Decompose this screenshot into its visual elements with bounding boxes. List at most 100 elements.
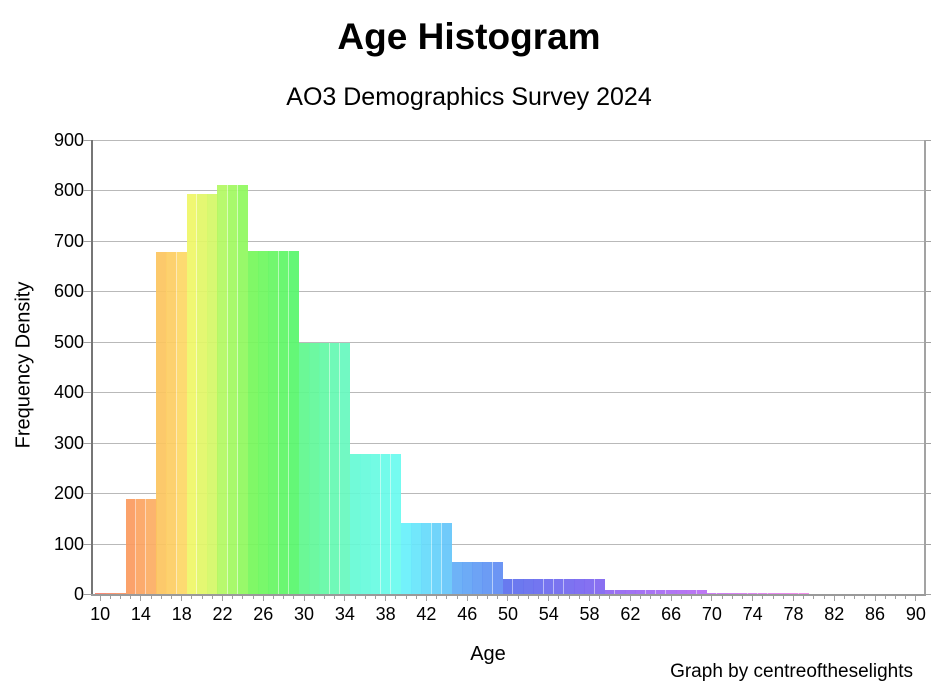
x-major-tick bbox=[303, 594, 305, 601]
y-gridline bbox=[93, 442, 924, 444]
histogram-bar-age-19 bbox=[186, 193, 198, 594]
x-tick-label: 30 bbox=[294, 604, 315, 624]
y-tick-label: 900 bbox=[53, 130, 84, 150]
y-tick bbox=[83, 240, 93, 242]
x-tick-label: 54 bbox=[538, 604, 559, 624]
x-minor-tick bbox=[813, 594, 815, 599]
histogram-bar-age-35 bbox=[349, 453, 361, 594]
x-major-tick bbox=[874, 594, 876, 601]
histogram-bar-age-33 bbox=[329, 342, 341, 594]
histogram-bar-age-37 bbox=[370, 453, 381, 594]
right-spine bbox=[924, 140, 926, 595]
y-gridline bbox=[93, 543, 924, 545]
y-gridline bbox=[93, 291, 924, 293]
histogram-bar-age-12 bbox=[115, 593, 127, 594]
x-minor-tick bbox=[640, 594, 642, 599]
y-axis-spine bbox=[91, 140, 93, 595]
x-major-tick bbox=[711, 594, 713, 601]
x-minor-tick bbox=[171, 594, 172, 599]
y-axis-title: Frequency Density bbox=[12, 281, 35, 449]
histogram-bar-age-73 bbox=[737, 593, 748, 594]
histogram-bar-age-51 bbox=[513, 578, 524, 594]
histogram-bar-age-14 bbox=[135, 499, 147, 594]
x-minor-tick bbox=[323, 594, 325, 599]
x-tick-label: 10 bbox=[90, 604, 111, 624]
x-axis-spine bbox=[91, 594, 926, 596]
x-minor-tick bbox=[252, 594, 254, 599]
histogram-bar-age-57 bbox=[574, 578, 585, 594]
x-major-tick bbox=[221, 594, 223, 601]
histogram-bar-age-77 bbox=[778, 593, 789, 594]
x-major-tick bbox=[99, 594, 101, 601]
x-minor-tick bbox=[446, 594, 448, 599]
histogram-bar-age-53 bbox=[533, 578, 545, 594]
y-tick-right bbox=[924, 493, 931, 495]
x-minor-tick bbox=[691, 594, 693, 599]
x-minor-tick bbox=[405, 594, 407, 599]
histogram-bar-age-55 bbox=[553, 578, 565, 594]
histogram-bar-age-69 bbox=[696, 589, 708, 594]
y-tick bbox=[83, 594, 93, 595]
histogram-bar-age-27 bbox=[268, 250, 279, 594]
x-minor-tick bbox=[854, 594, 856, 599]
x-minor-tick bbox=[894, 594, 896, 599]
y-gridline bbox=[93, 190, 924, 192]
x-minor-tick bbox=[884, 594, 886, 599]
histogram-bar-age-40 bbox=[400, 523, 412, 594]
x-major-tick bbox=[670, 594, 672, 601]
histogram-bar-age-60 bbox=[604, 589, 616, 594]
histogram-bar-age-46 bbox=[462, 562, 473, 594]
histogram-bar-age-36 bbox=[360, 453, 371, 594]
histogram-bar-age-23 bbox=[227, 185, 239, 594]
histogram-bar-age-13 bbox=[125, 499, 137, 594]
x-tick-label: 74 bbox=[742, 604, 763, 624]
x-major-tick bbox=[752, 594, 754, 601]
histogram-bar-age-41 bbox=[411, 523, 422, 594]
x-major-tick bbox=[262, 594, 264, 601]
x-major-tick bbox=[629, 594, 631, 601]
histogram-bar-age-20 bbox=[197, 193, 208, 594]
x-tick-label: 62 bbox=[620, 604, 641, 624]
histogram-bar-age-38 bbox=[380, 453, 392, 594]
y-tick bbox=[83, 543, 93, 545]
x-minor-tick bbox=[456, 594, 458, 599]
x-minor-tick bbox=[313, 594, 315, 599]
plot-area bbox=[83, 140, 931, 601]
x-minor-tick bbox=[436, 594, 438, 599]
y-tick-label: 700 bbox=[53, 230, 84, 251]
x-minor-tick bbox=[609, 594, 611, 599]
histogram-bar-age-79 bbox=[798, 593, 810, 594]
histogram-bar-age-34 bbox=[339, 342, 351, 594]
y-gridline bbox=[93, 240, 924, 242]
y-tick-right bbox=[924, 594, 931, 595]
histogram-bar-age-50 bbox=[502, 578, 514, 594]
x-minor-tick bbox=[364, 594, 366, 599]
histogram-bar-age-26 bbox=[258, 250, 269, 594]
x-major-tick bbox=[792, 594, 794, 601]
x-minor-tick bbox=[293, 594, 295, 599]
histogram-bar-age-61 bbox=[615, 589, 626, 594]
histogram-bar-age-29 bbox=[288, 250, 300, 594]
histogram-bar-age-39 bbox=[390, 453, 402, 594]
y-gridline bbox=[93, 140, 924, 141]
y-tick-label: 0 bbox=[73, 584, 84, 604]
x-major-tick bbox=[833, 594, 835, 601]
y-tick bbox=[83, 341, 93, 343]
histogram-bar-age-59 bbox=[594, 578, 606, 594]
x-minor-tick bbox=[568, 594, 570, 599]
y-tick-label: 600 bbox=[53, 281, 84, 302]
histogram-bar-age-18 bbox=[176, 252, 188, 594]
x-minor-tick bbox=[823, 594, 825, 599]
x-major-tick bbox=[425, 594, 427, 601]
histogram-bar-age-22 bbox=[217, 185, 228, 594]
x-tick-label: 78 bbox=[783, 604, 804, 624]
histogram-bar-age-52 bbox=[523, 578, 534, 594]
x-major-tick bbox=[140, 594, 142, 601]
histogram-bar-age-31 bbox=[309, 342, 320, 594]
x-minor-tick bbox=[578, 594, 580, 599]
x-axis-title: Age bbox=[470, 643, 506, 665]
x-major-tick bbox=[589, 594, 591, 601]
x-minor-tick bbox=[130, 594, 132, 599]
histogram-bar-age-30 bbox=[298, 342, 310, 594]
x-minor-tick bbox=[150, 594, 152, 599]
